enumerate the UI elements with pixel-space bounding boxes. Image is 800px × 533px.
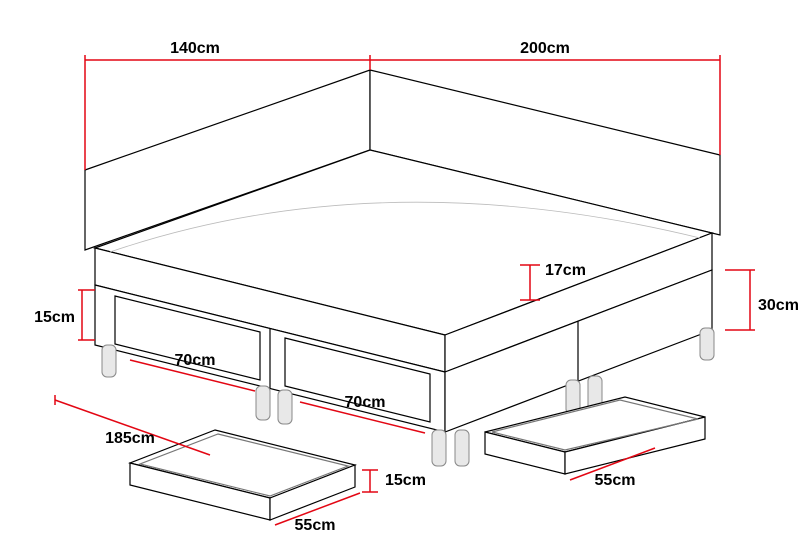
label-mattress-height: 17cm — [545, 262, 586, 279]
bed-diagram: 140cm 200cm 17cm 30cm 15cm 70cm 70cm 185… — [0, 0, 800, 533]
label-headboard-left: 140cm — [170, 40, 220, 57]
label-headboard-right: 200cm — [520, 40, 570, 57]
label-base-right: 30cm — [758, 297, 799, 314]
label-drawer-depth-left: 55cm — [295, 517, 336, 533]
drawer-left — [130, 430, 355, 520]
drawer-right — [485, 397, 705, 474]
label-side-depth: 185cm — [105, 430, 155, 447]
label-drawer-depth-right: 55cm — [595, 472, 636, 489]
label-base-left-height: 15cm — [34, 309, 75, 326]
label-drawer-height: 15cm — [385, 472, 426, 489]
label-drawer-front-left: 70cm — [175, 352, 216, 369]
label-drawer-front-right: 70cm — [345, 394, 386, 411]
